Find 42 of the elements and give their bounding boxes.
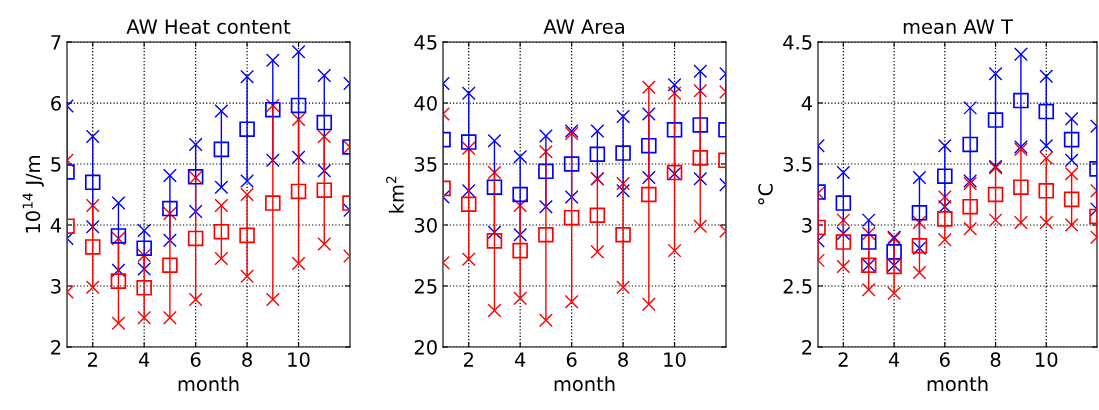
y-tick-label: 3 <box>51 278 61 294</box>
x-tick-label: 2 <box>838 352 848 367</box>
y-tick-label: 2 <box>51 339 61 355</box>
y-axis-title: km$^{2}$ <box>386 176 404 213</box>
y-axis-title: 10$^{14}$ J/m <box>22 156 44 233</box>
y-tick-label: 4 <box>801 96 813 111</box>
chart-title: mean AW T <box>903 19 1013 34</box>
y-tick-label: 4.5 <box>783 35 812 50</box>
y-tick-label: 3.5 <box>783 156 812 172</box>
y-tick-label: 4 <box>50 218 62 233</box>
x-tick-label: 8 <box>242 352 252 367</box>
x-tick-label: 4 <box>514 352 526 367</box>
y-tick-label: 25 <box>414 278 437 294</box>
y-tick-label: 40 <box>414 95 437 111</box>
y-tick-label: 5 <box>51 157 61 172</box>
y-axis-title: °C <box>758 183 773 205</box>
x-axis-title: month <box>554 376 615 392</box>
x-tick-label: 8 <box>618 352 628 367</box>
y-tick-label: 2.5 <box>783 278 812 294</box>
x-tick-label: 2 <box>463 352 473 367</box>
y-tick-label: 2 <box>802 339 812 355</box>
x-tick-label: 2 <box>87 352 97 367</box>
y-tick-label: 35 <box>414 156 437 172</box>
x-tick-label: 4 <box>888 352 900 367</box>
x-tick-label: 10 <box>288 352 310 367</box>
x-tick-label: 10 <box>664 352 686 367</box>
x-tick-label: 4 <box>138 352 150 367</box>
y-tick-label: 45 <box>414 35 437 50</box>
y-tick-label: 3 <box>802 217 812 233</box>
x-tick-label: 6 <box>939 352 950 367</box>
y-tick-label: 20 <box>414 339 437 355</box>
x-tick-label: 6 <box>190 352 201 367</box>
x-tick-label: 8 <box>990 352 1001 367</box>
y-tick-label: 30 <box>414 217 437 233</box>
x-tick-label: 6 <box>566 352 577 367</box>
chart-title: AW Area <box>543 19 624 34</box>
x-axis-title: month <box>927 376 988 392</box>
y-tick-label: 7 <box>51 35 61 50</box>
chart-title: AW Heat content <box>126 19 291 34</box>
y-tick-label: 6 <box>51 95 61 111</box>
x-axis-title: month <box>178 376 239 392</box>
x-tick-label: 10 <box>1036 352 1058 367</box>
